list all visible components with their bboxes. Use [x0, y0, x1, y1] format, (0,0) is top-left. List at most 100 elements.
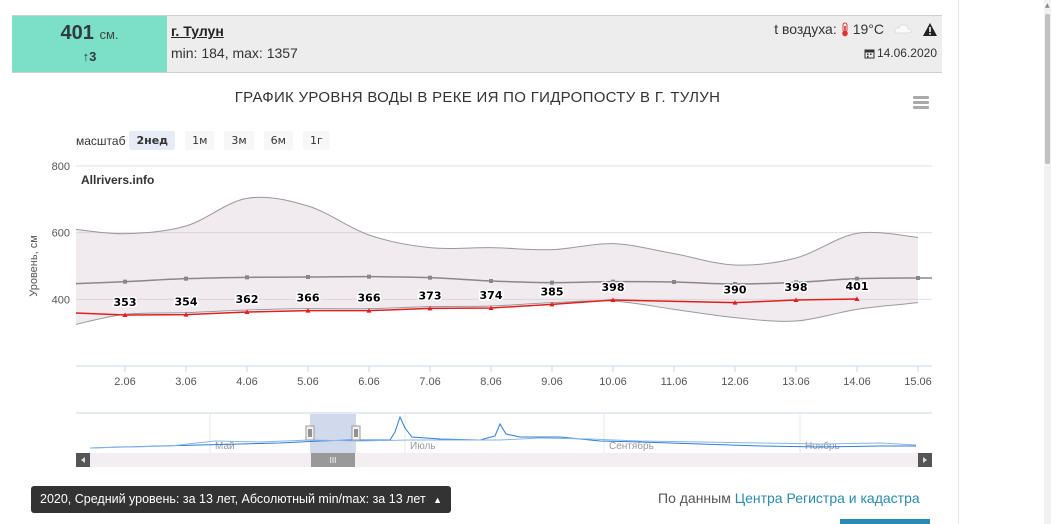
navigator[interactable]: Май Июль Сентябрь Ноябрь III: [76, 412, 932, 467]
scrollbar-thumb-grip: III: [330, 456, 337, 465]
minmax-text: min: 184, max: 1357: [171, 45, 298, 61]
current-point: [549, 301, 555, 307]
x-tick-label: 10.06: [599, 376, 627, 388]
x-tick-label: 6.06: [358, 376, 379, 388]
chevron-right-icon: [923, 457, 927, 463]
y-tick-label: 400: [52, 294, 70, 306]
navigator-month-may: Май: [215, 441, 235, 452]
level-number: 401: [60, 22, 94, 44]
data-label: 390: [724, 284, 747, 297]
series-average: [75, 275, 933, 285]
x-tick-label: 15.06: [904, 376, 932, 388]
series-legend-label: 2020, Средний уровень: за 13 лет, Абсолю…: [40, 492, 426, 506]
data-label: 354: [175, 296, 198, 309]
navigator-series-average: [89, 437, 917, 449]
chart-title: ГРАФИК УРОВНЯ ВОДЫ В РЕКЕ ИЯ ПО ГИДРОПОС…: [234, 89, 721, 106]
chevron-left-icon: [81, 457, 85, 463]
scroll-up-icon[interactable]: ▲: [1045, 2, 1050, 9]
navigator-handle-right[interactable]: [351, 425, 361, 441]
zoom-button-6m[interactable]: 6м: [263, 131, 293, 150]
zoom-selector: масштаб 2нед 1м 3м 6м 1г: [76, 131, 340, 150]
data-label: 398: [602, 281, 625, 294]
chart-watermark: Allrivers.info: [81, 173, 154, 187]
series-legend-dropdown[interactable]: 2020, Средний уровень: за 13 лет, Абсолю…: [31, 486, 452, 513]
chart-menu-icon[interactable]: [913, 96, 929, 110]
current-point: [366, 308, 372, 313]
source-prefix: По данным: [658, 490, 731, 506]
zoom-button-1m[interactable]: 1м: [185, 131, 215, 150]
zoom-button-3m[interactable]: 3м: [224, 131, 254, 150]
average-point: [184, 276, 188, 281]
level-delta: ↑3: [12, 49, 167, 64]
x-tick-label: 9.06: [541, 376, 562, 388]
average-point: [428, 275, 432, 280]
air-temp-label: t воздуха:: [774, 21, 837, 37]
average-point: [550, 280, 554, 285]
data-label: 373: [419, 289, 442, 302]
current-point: [610, 297, 616, 302]
zoom-button-1y[interactable]: 1г: [302, 131, 330, 150]
zoom-label: масштаб: [76, 133, 126, 148]
average-point: [733, 282, 737, 286]
zoom-button-2w[interactable]: 2нед: [129, 131, 176, 150]
page-scrollbar-thumb[interactable]: [1045, 14, 1050, 164]
air-temperature: t воздуха: 19°C: [774, 21, 938, 37]
thermometer-icon: [841, 22, 848, 36]
data-label: 362: [236, 293, 259, 306]
city-link[interactable]: г. Тулун: [171, 23, 224, 39]
x-tick-label: 12.06: [721, 376, 749, 388]
average-point: [855, 276, 859, 281]
x-tick-label: 2.06: [114, 376, 135, 388]
warning-icon[interactable]: [922, 22, 938, 37]
current-point: [793, 297, 799, 302]
average-point: [367, 274, 371, 279]
source-link[interactable]: Центра Регистра и кадастра: [734, 490, 920, 506]
current-point: [488, 305, 494, 310]
navigator-selection[interactable]: [310, 414, 356, 453]
cloud-icon: [894, 24, 912, 34]
current-point: [854, 296, 860, 301]
data-label: 385: [541, 285, 564, 298]
data-label: 374: [480, 289, 503, 302]
bottom-button-edge[interactable]: [840, 519, 930, 524]
x-tick-label: 4.06: [236, 376, 257, 388]
x-tick-label: 11.06: [661, 376, 688, 388]
current-point: [427, 305, 433, 311]
navigator-month-july: Июль: [410, 441, 436, 452]
caret-up-icon: ▲: [433, 495, 443, 505]
navigator-month-sept: Сентябрь: [609, 440, 654, 452]
y-tick-label: 600: [52, 228, 70, 240]
level-value: 401 см.: [12, 22, 167, 45]
series-absolute-max: [75, 196, 919, 266]
page-scrollbar[interactable]: ▲: [1044, 0, 1051, 524]
x-tick-label: 8.06: [480, 376, 501, 388]
data-source: По данным Центра Регистра и кадастра: [658, 490, 920, 506]
level-delta-value: 3: [89, 49, 97, 64]
x-tick-label: 5.06: [297, 376, 318, 388]
scrollbar-track[interactable]: [76, 453, 932, 467]
current-point: [122, 312, 128, 317]
current-point: [183, 312, 189, 317]
water-level-chart: 353 354 362 366 366 373 374 385 398 390 398 401 400…: [28, 161, 933, 467]
date-value: 14.06.2020: [876, 46, 937, 60]
average-point: [245, 275, 249, 280]
navigator-month-nov: Ноябрь: [805, 440, 840, 452]
x-tick-label: 14.06: [843, 376, 871, 388]
y-axis-label: Уровень, см: [28, 235, 40, 297]
data-label: 353: [114, 296, 137, 309]
data-label: 366: [358, 292, 381, 305]
navigator-handle-left[interactable]: [305, 425, 315, 441]
average-point: [611, 279, 615, 284]
average-point: [489, 279, 493, 283]
average-point: [672, 280, 676, 284]
current-point: [732, 300, 738, 305]
average-point: [794, 280, 798, 285]
y-tick-label: 800: [52, 161, 70, 173]
x-tick-label: 13.06: [782, 376, 810, 388]
current-point: [244, 309, 250, 314]
scrollbar-thumb[interactable]: [311, 453, 355, 467]
x-tick-label: 3.06: [175, 376, 196, 388]
station-header: 401 см. ↑3 г. Тулун min: 184, max: 1357 …: [12, 15, 942, 73]
x-tick-label: 7.06: [419, 376, 440, 388]
